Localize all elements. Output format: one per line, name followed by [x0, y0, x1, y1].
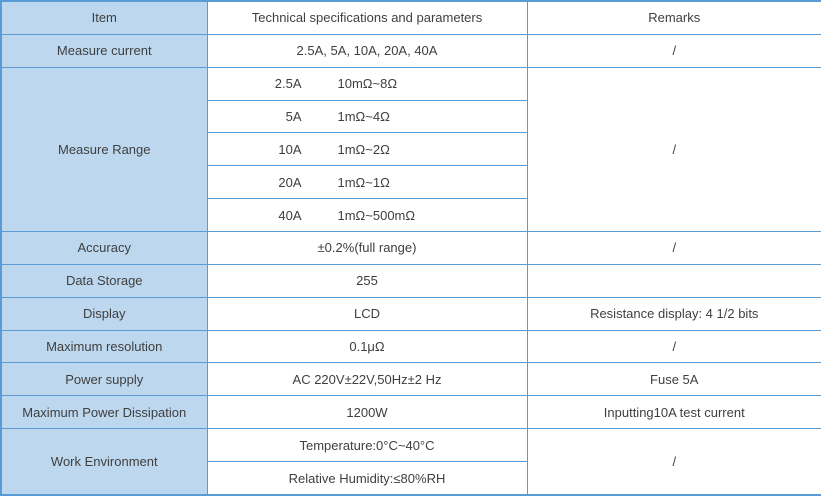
work-environment-remarks-cell: /	[526, 428, 821, 496]
measure-range-remarks-cell: /	[526, 66, 821, 233]
header-row: Item Technical specifications and parame…	[0, 0, 821, 35]
display-remarks-cell: Resistance display: 4 1/2 bits	[526, 296, 821, 331]
row-work-environment-2: Relative Humidity:≤80%RH	[1, 461, 821, 496]
range-current: 2.5A	[274, 76, 302, 92]
row-accuracy: Accuracy ±0.2%(full range) /	[0, 231, 821, 265]
range-value: 1mΩ~1Ω	[337, 174, 390, 190]
accuracy-item-cell: Accuracy	[0, 231, 208, 265]
range-current: 10A	[278, 141, 302, 157]
work-environment-item-cell: Work Environment	[0, 428, 208, 496]
range-value: 1mΩ~500mΩ	[337, 207, 416, 223]
work-environment-spec-cell-2: Relative Humidity:≤80%RH	[206, 461, 528, 496]
range-line: 20A 1mΩ~1Ω	[208, 174, 526, 190]
range-line: 10A 1mΩ~2Ω	[208, 141, 526, 157]
accuracy-remarks-cell: /	[526, 231, 821, 265]
row-data-storage: Data Storage 255	[0, 263, 821, 298]
accuracy-spec-cell: ±0.2%(full range)	[206, 231, 528, 265]
max-resolution-remarks-cell: /	[526, 329, 821, 364]
row-measure-current: Measure current 2.5A, 5A, 10A, 20A, 40A …	[0, 33, 821, 68]
row-power-supply: Power supply AC 220V±22V,50Hz±2 Hz Fuse …	[0, 362, 821, 397]
max-resolution-spec-cell: 0.1μΩ	[206, 329, 528, 364]
max-power-dissipation-spec-cell: 1200W	[206, 395, 528, 430]
measure-current-item-cell: Measure current	[0, 33, 208, 68]
range-value: 10mΩ~8Ω	[337, 76, 398, 92]
measure-range-spec-cell-4: 20A 1mΩ~1Ω	[206, 165, 528, 200]
max-power-dissipation-remarks-cell: Inputting10A test current	[526, 395, 821, 430]
row-max-power-dissipation: Maximum Power Dissipation 1200W Inputtin…	[0, 395, 821, 430]
row-measure-range-5: 40A 1mΩ~500mΩ	[1, 198, 821, 233]
data-storage-item-cell: Data Storage	[0, 263, 208, 298]
range-value: 1mΩ~4Ω	[337, 109, 390, 125]
measure-range-spec-cell-1: 2.5A 10mΩ~8Ω	[206, 66, 528, 101]
header-item-cell: Item	[0, 0, 208, 35]
row-measure-range-4: 20A 1mΩ~1Ω	[1, 165, 821, 200]
row-work-environment-1: Work Environment Temperature:0°C~40°C /	[0, 428, 821, 496]
range-line: 2.5A 10mΩ~8Ω	[208, 76, 526, 92]
measure-current-spec-cell: 2.5A, 5A, 10A, 20A, 40A	[206, 33, 528, 68]
power-supply-remarks-cell: Fuse 5A	[526, 362, 821, 397]
range-current: 20A	[278, 174, 302, 190]
row-max-resolution: Maximum resolution 0.1μΩ /	[0, 329, 821, 364]
measure-range-spec-cell-5: 40A 1mΩ~500mΩ	[206, 198, 528, 233]
max-power-dissipation-item-cell: Maximum Power Dissipation	[0, 395, 208, 430]
range-current: 5A	[285, 109, 302, 125]
range-line: 40A 1mΩ~500mΩ	[208, 207, 526, 223]
max-resolution-item-cell: Maximum resolution	[0, 329, 208, 364]
row-measure-range-1: Measure Range 2.5A 10mΩ~8Ω /	[0, 66, 821, 233]
power-supply-spec-cell: AC 220V±22V,50Hz±2 Hz	[206, 362, 528, 397]
header-spec-cell: Technical specifications and parameters	[206, 0, 528, 35]
display-item-cell: Display	[0, 296, 208, 331]
range-value: 1mΩ~2Ω	[337, 141, 390, 157]
measure-current-remarks-cell: /	[526, 33, 821, 68]
measure-range-spec-cell-3: 10A 1mΩ~2Ω	[206, 132, 528, 167]
range-line: 5A 1mΩ~4Ω	[208, 109, 526, 125]
display-spec-cell: LCD	[206, 296, 528, 331]
power-supply-item-cell: Power supply	[0, 362, 208, 397]
header-remarks-cell: Remarks	[526, 0, 821, 35]
row-measure-range-3: 10A 1mΩ~2Ω	[1, 132, 821, 167]
work-environment-spec-cell-1: Temperature:0°C~40°C	[206, 428, 528, 463]
data-storage-spec-cell: 255	[206, 263, 528, 298]
data-storage-remarks-cell	[526, 263, 821, 298]
measure-range-spec-cell-2: 5A 1mΩ~4Ω	[206, 99, 528, 134]
row-display: Display LCD Resistance display: 4 1/2 bi…	[0, 296, 821, 331]
measure-range-item-cell: Measure Range	[0, 66, 208, 233]
range-current: 40A	[278, 207, 302, 223]
